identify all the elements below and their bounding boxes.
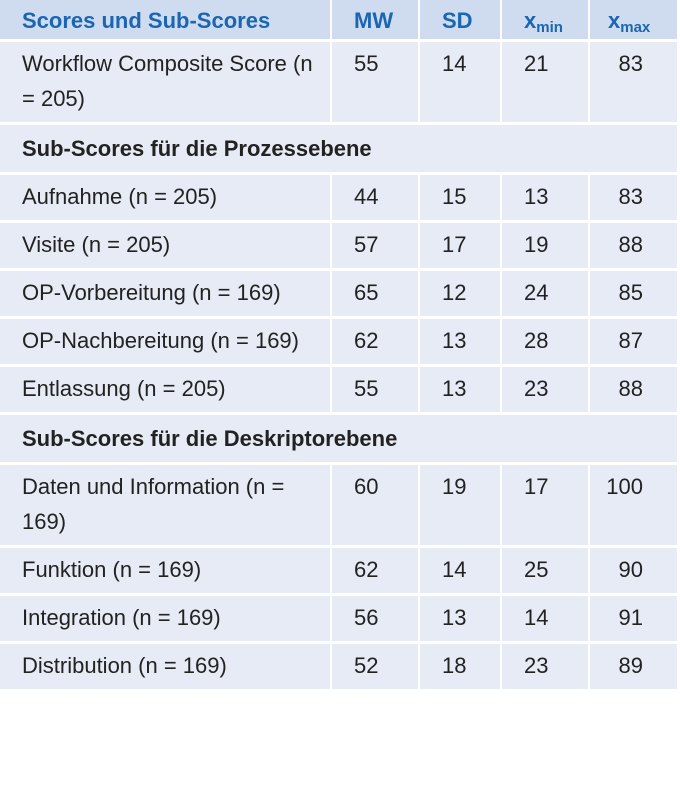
row-sd: 15 [418, 175, 500, 223]
table-row: OP-Nachbereitung (n = 169) 62 13 28 87 [0, 319, 677, 367]
row-min: 28 [500, 319, 588, 367]
header-xmin-base: x [524, 8, 537, 33]
row-min: 21 [500, 42, 588, 125]
header-xmax-base: x [608, 8, 621, 33]
row-label: Daten und Information (n = 169) [0, 465, 330, 548]
header-xmin-sub: min [536, 19, 563, 36]
section-title-deskriptorebene: Sub-Scores für die Deskriptorebene [0, 415, 677, 465]
header-row: Scores und Sub-Scores MW SD xmin xmax [0, 0, 677, 42]
table-row: Visite (n = 205) 57 17 19 88 [0, 223, 677, 271]
row-min: 23 [500, 644, 588, 692]
row-label: OP-Vorbereitung (n = 169) [0, 271, 330, 319]
row-min: 14 [500, 596, 588, 644]
header-xmin: xmin [500, 0, 588, 42]
row-label: Integration (n = 169) [0, 596, 330, 644]
row-mw: 62 [330, 548, 418, 596]
header-xmax-sub: max [620, 19, 651, 36]
row-max: 83 [588, 42, 677, 125]
row-sd: 13 [418, 596, 500, 644]
scores-table: Scores und Sub-Scores MW SD xmin xmax Wo… [0, 0, 677, 692]
section-header-row: Sub-Scores für die Prozessebene [0, 125, 677, 175]
row-label: OP-Nachbereitung (n = 169) [0, 319, 330, 367]
row-mw: 65 [330, 271, 418, 319]
row-mw: 60 [330, 465, 418, 548]
row-min: 17 [500, 465, 588, 548]
row-sd: 13 [418, 367, 500, 415]
table-row: Funktion (n = 169) 62 14 25 90 [0, 548, 677, 596]
row-max: 83 [588, 175, 677, 223]
row-sd: 14 [418, 42, 500, 125]
row-min: 25 [500, 548, 588, 596]
header-scores: Scores und Sub-Scores [0, 0, 330, 42]
table-row: Workflow Composite Score (n = 205) 55 14… [0, 42, 677, 125]
row-sd: 13 [418, 319, 500, 367]
row-max: 88 [588, 223, 677, 271]
row-label: Workflow Composite Score (n = 205) [0, 42, 330, 125]
row-max: 100 [588, 465, 677, 548]
table-row: Daten und Information (n = 169) 60 19 17… [0, 465, 677, 548]
row-sd: 12 [418, 271, 500, 319]
row-max: 90 [588, 548, 677, 596]
table-row: Distribution (n = 169) 52 18 23 89 [0, 644, 677, 692]
row-max: 91 [588, 596, 677, 644]
section-title-prozessebene: Sub-Scores für die Prozessebene [0, 125, 677, 175]
row-label: Aufnahme (n = 205) [0, 175, 330, 223]
row-sd: 14 [418, 548, 500, 596]
row-max: 87 [588, 319, 677, 367]
table-row: Integration (n = 169) 56 13 14 91 [0, 596, 677, 644]
row-min: 24 [500, 271, 588, 319]
row-sd: 19 [418, 465, 500, 548]
row-max: 88 [588, 367, 677, 415]
row-mw: 55 [330, 42, 418, 125]
header-xmax: xmax [588, 0, 677, 42]
row-label: Entlassung (n = 205) [0, 367, 330, 415]
row-sd: 18 [418, 644, 500, 692]
row-max: 89 [588, 644, 677, 692]
row-label: Visite (n = 205) [0, 223, 330, 271]
row-label: Distribution (n = 169) [0, 644, 330, 692]
row-max: 85 [588, 271, 677, 319]
row-mw: 52 [330, 644, 418, 692]
table-row: Aufnahme (n = 205) 44 15 13 83 [0, 175, 677, 223]
row-min: 13 [500, 175, 588, 223]
row-sd: 17 [418, 223, 500, 271]
row-mw: 55 [330, 367, 418, 415]
row-mw: 56 [330, 596, 418, 644]
row-mw: 57 [330, 223, 418, 271]
row-mw: 62 [330, 319, 418, 367]
row-min: 23 [500, 367, 588, 415]
table-row: OP-Vorbereitung (n = 169) 65 12 24 85 [0, 271, 677, 319]
section-header-row: Sub-Scores für die Deskriptorebene [0, 415, 677, 465]
header-mw: MW [330, 0, 418, 42]
row-mw: 44 [330, 175, 418, 223]
header-sd: SD [418, 0, 500, 42]
row-min: 19 [500, 223, 588, 271]
row-label: Funktion (n = 169) [0, 548, 330, 596]
table-row: Entlassung (n = 205) 55 13 23 88 [0, 367, 677, 415]
